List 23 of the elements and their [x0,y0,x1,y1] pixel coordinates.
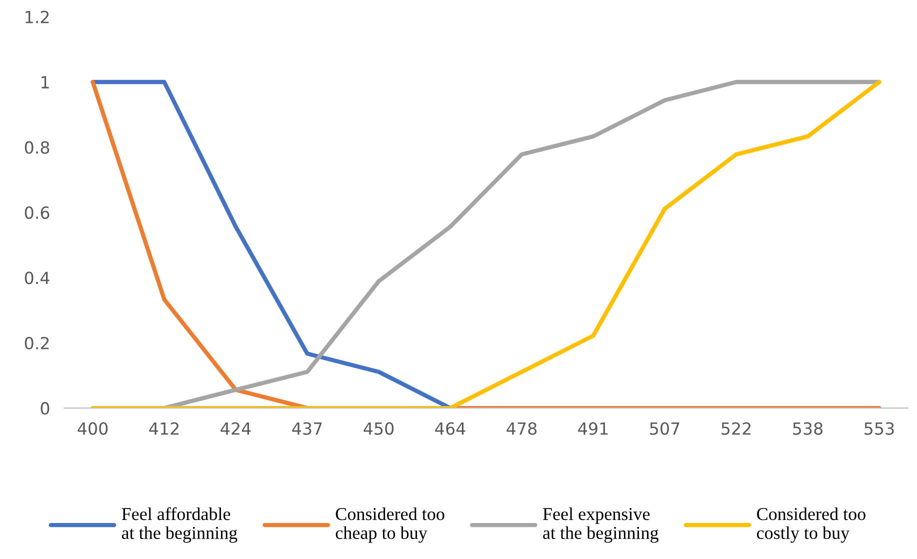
x-tick-label: 491 [578,422,608,435]
x-tick-label: 424 [220,422,251,435]
x-tick-label: 412 [149,422,179,435]
x-tick-label: 437 [292,422,322,435]
x-tick-label: 522 [722,422,750,435]
x-tick-label: 538 [793,422,822,435]
x-tick-label: 478 [506,422,537,435]
legend-label: Considered too costly to buy [756,507,866,543]
legend-label: Feel affordable at the beginning [122,507,238,543]
x-tick-label: 507 [650,422,680,435]
x-tick-label: 553 [864,422,894,435]
x-tick-label: 450 [364,422,394,435]
x-tick-label: 400 [78,422,108,435]
y-tick-label: 0 [40,402,50,415]
y-tick-label: 0.2 [24,336,49,350]
x-tick-label: 464 [435,422,466,435]
y-tick-label: 0.8 [24,141,50,154]
y-tick-label: 1 [42,76,49,88]
y-tick-label: 0.4 [24,272,50,284]
y-tick-label: 0.6 [24,206,50,219]
y-tick-label: 1.2 [26,10,49,24]
legend-label: Feel expensive at the beginning [542,507,658,543]
legend-label: Considered too cheap to buy [336,507,444,543]
